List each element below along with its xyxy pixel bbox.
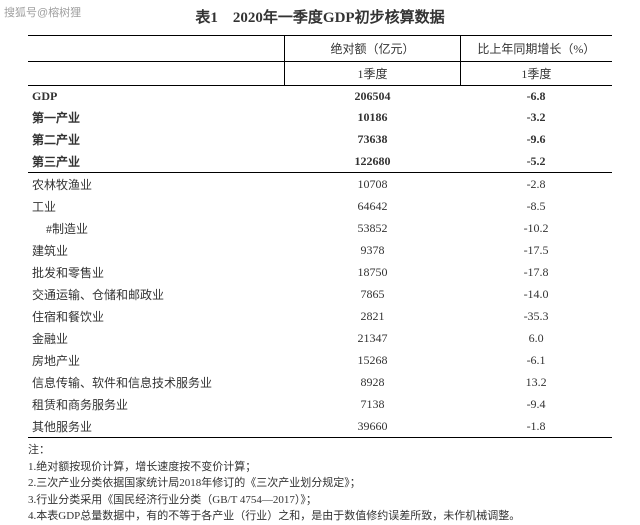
table-row: 房地产业15268-6.1 (28, 349, 612, 371)
row-label: 第三产业 (28, 150, 285, 173)
row-yoy: -35.3 (460, 305, 612, 327)
table-row: GDP206504-6.8 (28, 86, 612, 107)
row-label: 交通运输、仓储和邮政业 (28, 283, 285, 305)
row-label: 租赁和商务服务业 (28, 393, 285, 415)
table-row: 批发和零售业18750-17.8 (28, 261, 612, 283)
row-abs: 8928 (285, 371, 460, 393)
row-yoy: -14.0 (460, 283, 612, 305)
row-yoy: -17.5 (460, 239, 612, 261)
notes-item: 2.三次产业分类依据国家统计局2018年修订的《三次产业划分规定》； (28, 475, 612, 492)
gdp-table: 绝对额（亿元） 比上年同期增长（%） 1季度 1季度 GDP206504-6.8… (28, 35, 612, 438)
row-abs: 10708 (285, 173, 460, 196)
row-abs: 7865 (285, 283, 460, 305)
row-label: 房地产业 (28, 349, 285, 371)
row-abs: 18750 (285, 261, 460, 283)
row-abs: 53852 (285, 217, 460, 239)
row-abs: 9378 (285, 239, 460, 261)
table-row: 住宿和餐饮业2821-35.3 (28, 305, 612, 327)
header-yoy: 比上年同期增长（%） (460, 36, 612, 62)
row-yoy: -5.2 (460, 150, 612, 173)
table-row: 农林牧渔业10708-2.8 (28, 173, 612, 196)
row-abs: 39660 (285, 415, 460, 438)
header-blank-2 (28, 62, 285, 86)
row-yoy: -3.2 (460, 106, 612, 128)
table-row: #制造业53852-10.2 (28, 217, 612, 239)
row-yoy: -8.5 (460, 195, 612, 217)
table-title: 表1 2020年一季度GDP初步核算数据 (28, 6, 612, 27)
table-body: GDP206504-6.8第一产业10186-3.2第二产业73638-9.6第… (28, 86, 612, 438)
row-abs: 21347 (285, 327, 460, 349)
table-row: 交通运输、仓储和邮政业7865-14.0 (28, 283, 612, 305)
row-yoy: -10.2 (460, 217, 612, 239)
table-row: 信息传输、软件和信息技术服务业892813.2 (28, 371, 612, 393)
row-abs: 64642 (285, 195, 460, 217)
notes-lead: 注： (28, 442, 612, 459)
header-row-1: 绝对额（亿元） 比上年同期增长（%） (28, 36, 612, 62)
header-blank (28, 36, 285, 62)
header-period-abs: 1季度 (285, 62, 460, 86)
row-yoy: 13.2 (460, 371, 612, 393)
row-yoy: -2.8 (460, 173, 612, 196)
row-label: 批发和零售业 (28, 261, 285, 283)
row-label: 第二产业 (28, 128, 285, 150)
table-row: 租赁和商务服务业7138-9.4 (28, 393, 612, 415)
row-abs: 7138 (285, 393, 460, 415)
notes-block: 注：1.绝对额按现价计算，增长速度按不变价计算；2.三次产业分类依据国家统计局2… (28, 442, 612, 525)
row-yoy: -17.8 (460, 261, 612, 283)
table-row: 第二产业73638-9.6 (28, 128, 612, 150)
row-yoy: -6.8 (460, 86, 612, 107)
header-row-2: 1季度 1季度 (28, 62, 612, 86)
row-yoy: 6.0 (460, 327, 612, 349)
table-row: 工业64642-8.5 (28, 195, 612, 217)
row-label: 信息传输、软件和信息技术服务业 (28, 371, 285, 393)
row-label: #制造业 (28, 217, 285, 239)
row-abs: 73638 (285, 128, 460, 150)
row-abs: 2821 (285, 305, 460, 327)
watermark-text: 搜狐号@榕树狸 (4, 4, 81, 20)
table-row: 建筑业9378-17.5 (28, 239, 612, 261)
row-label: 农林牧渔业 (28, 173, 285, 196)
row-label: 其他服务业 (28, 415, 285, 438)
table-row: 第三产业122680-5.2 (28, 150, 612, 173)
table-row: 金融业213476.0 (28, 327, 612, 349)
table-row: 其他服务业39660-1.8 (28, 415, 612, 438)
row-yoy: -1.8 (460, 415, 612, 438)
row-yoy: -9.6 (460, 128, 612, 150)
header-abs: 绝对额（亿元） (285, 36, 460, 62)
notes-item: 1.绝对额按现价计算，增长速度按不变价计算； (28, 459, 612, 476)
row-yoy: -9.4 (460, 393, 612, 415)
page-wrap: 表1 2020年一季度GDP初步核算数据 绝对额（亿元） 比上年同期增长（%） … (0, 0, 640, 525)
row-label: 住宿和餐饮业 (28, 305, 285, 327)
row-label: GDP (28, 86, 285, 107)
row-yoy: -6.1 (460, 349, 612, 371)
row-label: 建筑业 (28, 239, 285, 261)
row-abs: 10186 (285, 106, 460, 128)
notes-item: 4.本表GDP总量数据中，有的不等于各产业（行业）之和，是由于数值修约误差所致，… (28, 508, 612, 525)
row-abs: 122680 (285, 150, 460, 173)
notes-item: 3.行业分类采用《国民经济行业分类（GB/T 4754—2017）》； (28, 492, 612, 509)
row-label: 工业 (28, 195, 285, 217)
row-label: 第一产业 (28, 106, 285, 128)
row-label: 金融业 (28, 327, 285, 349)
table-row: 第一产业10186-3.2 (28, 106, 612, 128)
row-abs: 15268 (285, 349, 460, 371)
row-abs: 206504 (285, 86, 460, 107)
header-period-yoy: 1季度 (460, 62, 612, 86)
